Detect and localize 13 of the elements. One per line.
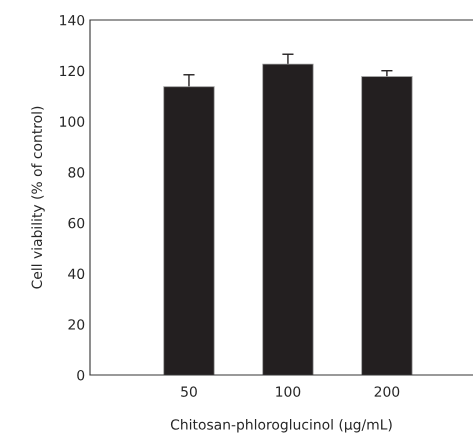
x-tick-label: 100 (276, 386, 300, 397)
y-tick-label: 60 (68, 218, 84, 228)
x-tick-label: 200 (374, 386, 400, 397)
x-tick-label: 50 (181, 386, 197, 397)
y-tick-label: 0 (77, 370, 84, 380)
y-tick-label: 20 (68, 319, 84, 330)
y-tick-label: 80 (68, 167, 84, 178)
y-tick-label: 40 (68, 268, 84, 280)
y-tick-label: 120 (60, 66, 84, 76)
y-axis-title: Cell viability (% of control) (31, 106, 45, 289)
x-axis-title: Chitosan-phloroglucinol (µg/mL) (170, 418, 392, 432)
y-tick-label: 100 (60, 116, 84, 127)
y-tick-label: 140 (60, 14, 84, 26)
